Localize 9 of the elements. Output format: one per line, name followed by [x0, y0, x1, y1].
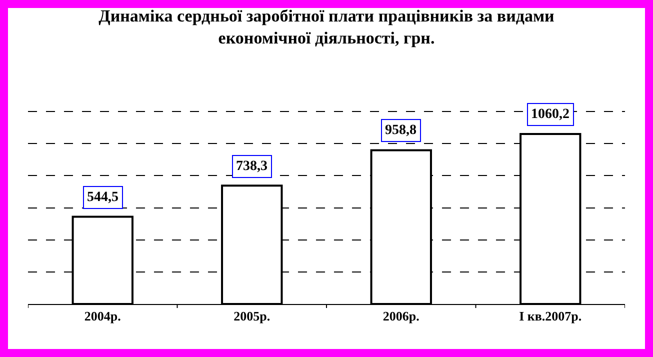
- x-tick-label: 2006р.: [382, 308, 420, 324]
- x-tick-label: І кв.2007р.: [519, 308, 582, 324]
- data-label: 738,3: [236, 159, 268, 174]
- chart-title: Динаміка сердньої заробітної плати працівників за видами економічної діяльності, грн.: [98, 6, 555, 48]
- data-label: 958,8: [385, 123, 416, 138]
- data-label: 544,5: [87, 190, 118, 205]
- x-tick-label: 2004р.: [84, 308, 121, 324]
- x-tick-label: 2005р.: [234, 308, 270, 324]
- data-label: 1060,2: [531, 107, 570, 122]
